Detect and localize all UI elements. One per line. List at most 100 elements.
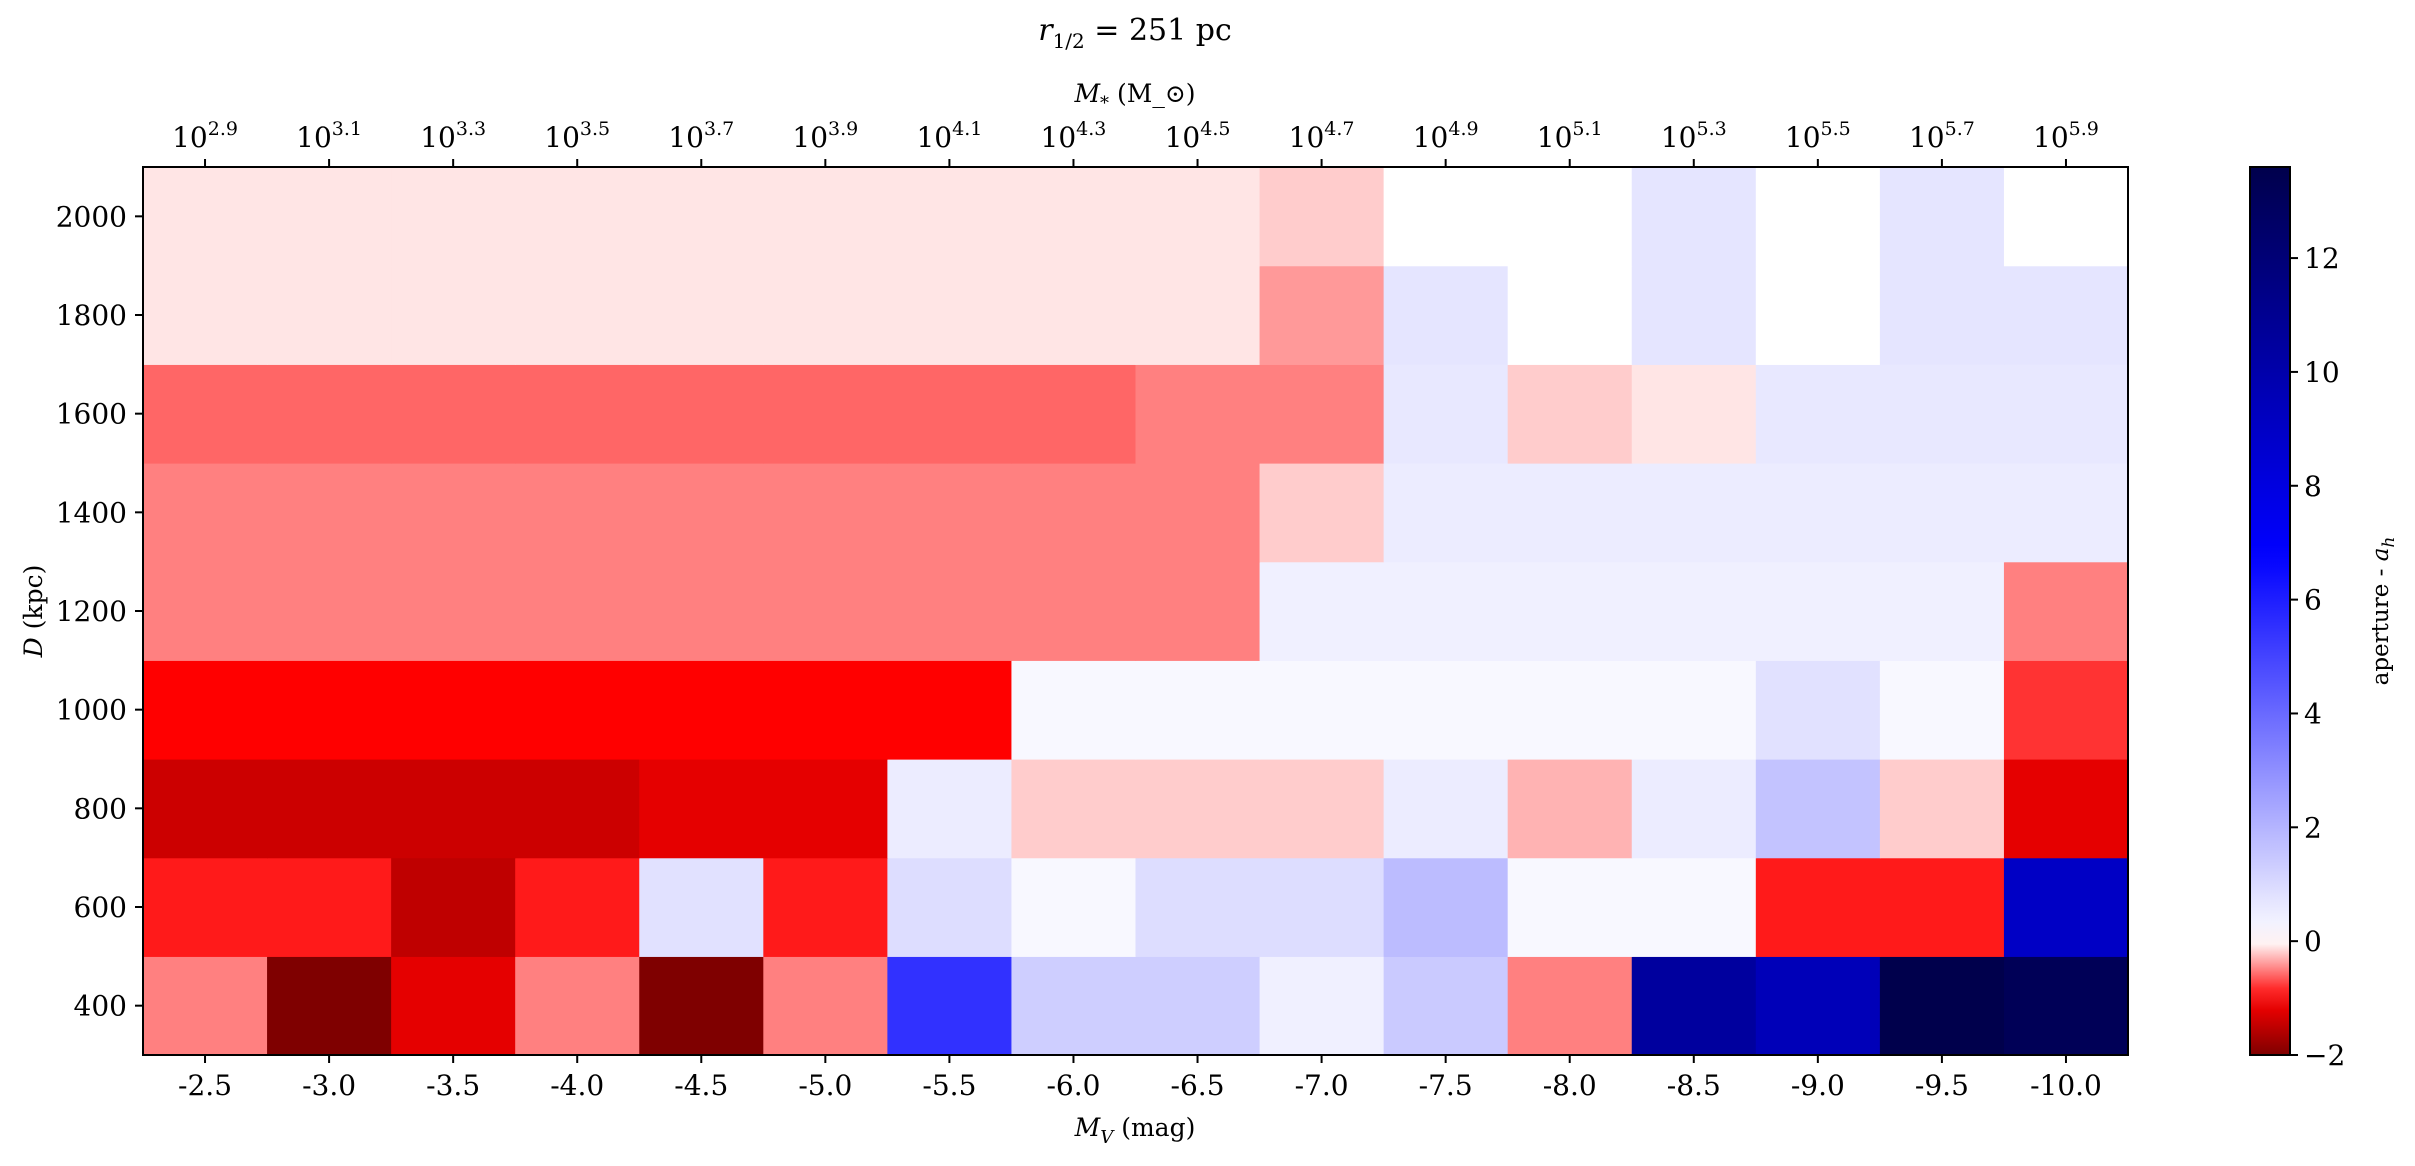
heatmap-cell (1631, 857, 1757, 957)
heatmap-cell (1507, 561, 1633, 661)
x-tick-label: -6.0 (1046, 1069, 1100, 1102)
x-tick-label: -8.5 (1667, 1069, 1721, 1102)
heatmap-cell (763, 167, 888, 267)
heatmap-cell (887, 956, 1013, 1056)
heatmap-cell (1879, 364, 2005, 464)
heatmap-cell (1135, 167, 1261, 267)
heatmap-cell (1755, 364, 1881, 464)
heatmap-cell (763, 265, 888, 365)
colorbar-tick-label: 8 (2304, 470, 2322, 503)
heatmap-cell (143, 463, 268, 563)
heatmap-cell (1755, 463, 1881, 563)
colorbar-tick-label: 0 (2304, 925, 2322, 958)
x-tick-label: -3.0 (302, 1069, 356, 1102)
heatmap-cell (763, 956, 888, 1056)
heatmap-cell (391, 265, 516, 365)
heatmap-cell (267, 364, 392, 464)
heatmap-cell (391, 463, 516, 563)
colorbar-tick-label: 10 (2304, 356, 2340, 389)
chart-title: r1/2 = 251 pc (1038, 13, 1232, 53)
top-axis-title: M* (M_⊙) (1073, 79, 1195, 114)
top-tick-label: 105.5 (1785, 118, 1851, 154)
colorbar-tick-label: 6 (2304, 584, 2322, 617)
y-tick-label: 1200 (56, 595, 127, 628)
heatmap-cell (763, 364, 888, 464)
heatmap-cell (763, 561, 888, 661)
y-tick-label: 1800 (56, 299, 127, 332)
heatmap-cell (1011, 857, 1137, 957)
top-tick-label: 104.5 (1165, 118, 1231, 154)
heatmap-cell (143, 660, 268, 760)
heatmap-cell (1011, 364, 1137, 464)
heatmap-cell (2003, 660, 2129, 760)
heatmap-cell (1879, 167, 2005, 267)
top-tick-label: 103.9 (792, 118, 858, 154)
heatmap-cell (1011, 561, 1137, 661)
heatmap-cell (515, 265, 640, 365)
heatmap-cell (639, 857, 764, 957)
heatmap-cell (1879, 265, 2005, 365)
heatmap-cell (1631, 463, 1757, 563)
heatmap-cell (1259, 265, 1385, 365)
heatmap-cell (887, 167, 1013, 267)
heatmap-cell (1259, 167, 1385, 267)
top-tick-label: 104.3 (1041, 118, 1107, 154)
heatmap-cell (887, 759, 1013, 859)
heatmap-cell (1383, 759, 1509, 859)
heatmap-cell (143, 265, 268, 365)
heatmap-cell (391, 561, 516, 661)
left-axis: 400 600 800 1000 1200 1400 1600 1800 2000 (56, 200, 143, 1023)
x-tick-label: -2.5 (178, 1069, 232, 1102)
heatmap-cell (1383, 463, 1509, 563)
heatmap-cell (1011, 463, 1137, 563)
heatmap-cell (267, 561, 392, 661)
heatmap-cell (1011, 265, 1137, 365)
heatmap-cell (1383, 660, 1509, 760)
top-tick-label: 105.1 (1537, 118, 1603, 154)
heatmap-cell (1259, 857, 1385, 957)
heatmap-cell (267, 463, 392, 563)
heatmap-cell (1507, 364, 1633, 464)
heatmap-cell (1259, 660, 1385, 760)
heatmap-cell (1383, 167, 1509, 267)
y-tick-label: 400 (74, 990, 127, 1023)
top-tick-label: 102.9 (172, 118, 238, 154)
heatmap-cell (1259, 759, 1385, 859)
heatmap-cell (1383, 364, 1509, 464)
colorbar-gradient (2249, 166, 2291, 1056)
heatmap-cell (391, 364, 516, 464)
heatmap-cell (639, 167, 764, 267)
heatmap-cell (1259, 463, 1385, 563)
bottom-axis: -2.5 -3.0 -3.5 -4.0 -4.5 -5.0 -5.5 -6.0 -6.5 -7.0… (178, 1055, 2102, 1102)
heatmap-cell (1755, 265, 1881, 365)
heatmap-cell (1507, 759, 1633, 859)
colorbar-tick-label: 12 (2304, 242, 2340, 275)
heatmap-cell (1135, 561, 1261, 661)
heatmap-cell (639, 759, 764, 859)
colorbar: −2 0 2 4 6 8 10 12 (2249, 166, 2345, 1072)
y-tick-label: 1400 (56, 496, 127, 529)
top-tick-label: 105.9 (2033, 118, 2099, 154)
heatmap-cell (1135, 759, 1261, 859)
heatmap-cell (1383, 956, 1509, 1056)
x-tick-label: -7.5 (1419, 1069, 1473, 1102)
heatmap-cell (515, 956, 640, 1056)
x-tick-label: -5.0 (798, 1069, 852, 1102)
heatmap-cell (763, 759, 888, 859)
heatmap-cell (515, 167, 640, 267)
heatmap-cell (2003, 463, 2129, 563)
heatmap-cell (1631, 956, 1757, 1056)
top-tick-label: 103.1 (296, 118, 362, 154)
heatmap-cell (515, 463, 640, 563)
heatmap-cell (143, 759, 268, 859)
heatmap-cell (1135, 857, 1261, 957)
top-tick-label: 103.7 (668, 118, 734, 154)
heatmap-cell (391, 759, 516, 859)
heatmap-cell (887, 463, 1013, 563)
heatmap-cell (1879, 660, 2005, 760)
colorbar-title: aperture - ah (2368, 537, 2399, 686)
heatmap-cell (143, 364, 268, 464)
heatmap-cell (763, 660, 888, 760)
heatmap-cell (515, 364, 640, 464)
